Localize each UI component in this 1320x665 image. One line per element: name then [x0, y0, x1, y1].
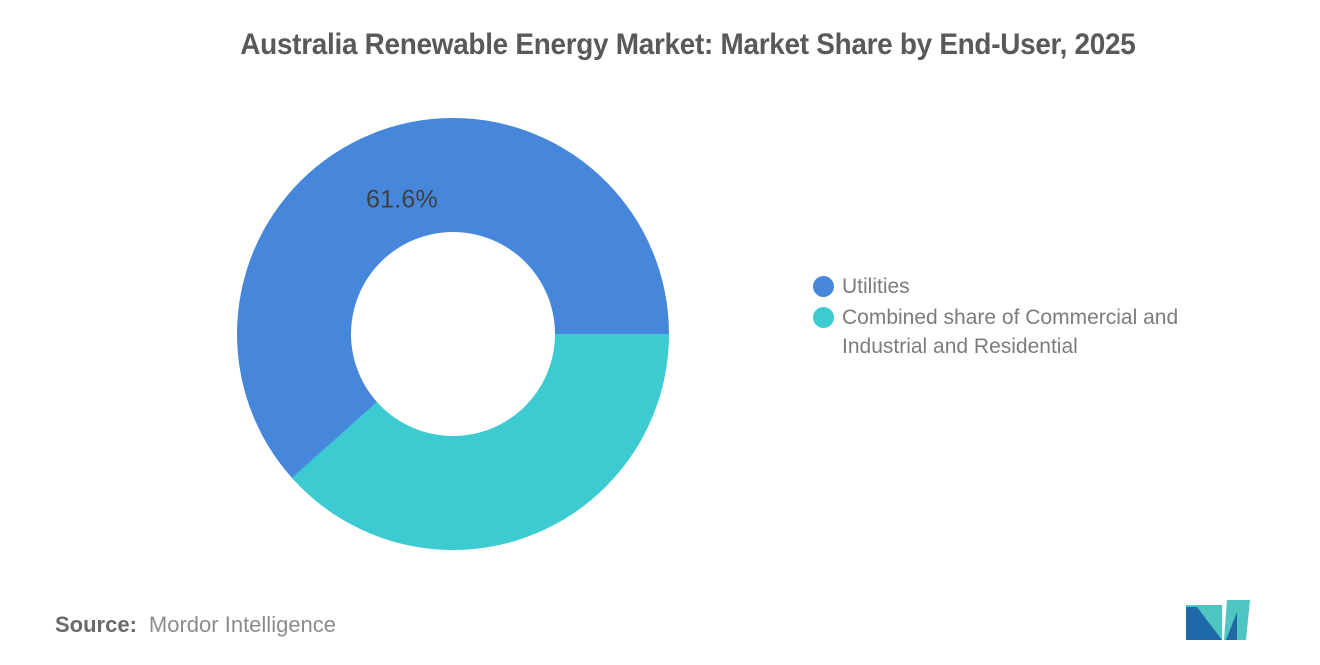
logo-left-blue-shape — [1186, 607, 1222, 640]
slice-data-label-utilities: 61.6% — [366, 185, 438, 214]
logo-right-blue-shape — [1226, 612, 1237, 640]
legend-item-label: Utilities — [842, 275, 910, 298]
source-label: Source: — [55, 612, 137, 637]
legend-item-commercial-industrial-residential[interactable]: Combined share of Commercial and Industr… — [813, 303, 1227, 361]
legend-item-utilities[interactable]: Utilities — [813, 272, 1227, 301]
legend-marker-utilities-icon — [813, 276, 834, 297]
source-value: Mordor Intelligence — [148, 612, 337, 637]
legend: Utilities Combined share of Commercial a… — [813, 272, 1227, 361]
chart-title: Australia Renewable Energy Market: Marke… — [240, 28, 1136, 61]
donut-hole — [351, 232, 555, 436]
mordor-intelligence-logo — [1186, 600, 1250, 640]
source-line: Source: Mordor Intelligence — [55, 612, 336, 638]
legend-item-label: Combined share of Commercial and Industr… — [842, 306, 1179, 358]
legend-marker-commercial-industrial-residential-icon — [813, 307, 834, 328]
donut-chart: 61.6% — [237, 118, 669, 550]
